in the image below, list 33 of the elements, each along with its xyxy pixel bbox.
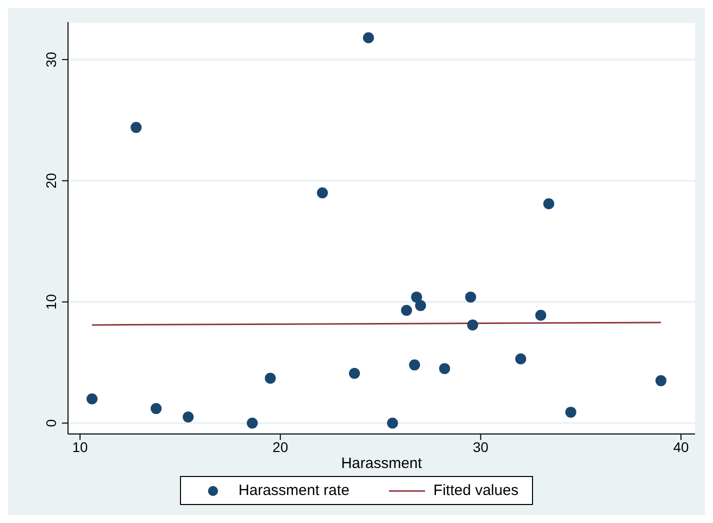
point <box>130 122 142 133</box>
point <box>264 372 276 384</box>
point <box>387 418 398 429</box>
point <box>150 403 162 414</box>
point <box>316 187 328 198</box>
point <box>348 368 360 379</box>
y-tick-label: 30 <box>43 52 59 68</box>
point <box>543 198 554 210</box>
y-tick-label: 0 <box>43 418 59 427</box>
x-tick-label: 30 <box>472 438 489 455</box>
x-tick-label: 20 <box>272 438 288 455</box>
y-tick-label: 10 <box>43 294 59 310</box>
point <box>401 304 412 316</box>
x-tick-label: 40 <box>673 438 689 455</box>
y-tick-label: 20 <box>43 172 59 189</box>
point <box>655 375 666 386</box>
point <box>86 393 98 404</box>
point <box>182 412 194 423</box>
x-tick-label: 10 <box>72 438 88 455</box>
point <box>535 310 546 321</box>
point <box>565 406 576 418</box>
point <box>467 319 478 330</box>
x-axis-title: Harassment <box>341 455 423 472</box>
point <box>415 300 426 312</box>
point <box>362 32 374 44</box>
legend-label: Harassment rate <box>238 482 350 499</box>
point <box>515 353 526 364</box>
point <box>411 292 422 303</box>
point <box>246 418 258 429</box>
point <box>465 292 476 303</box>
point <box>439 363 450 374</box>
point <box>409 359 420 370</box>
legend-label: Fitted values <box>432 482 518 499</box>
